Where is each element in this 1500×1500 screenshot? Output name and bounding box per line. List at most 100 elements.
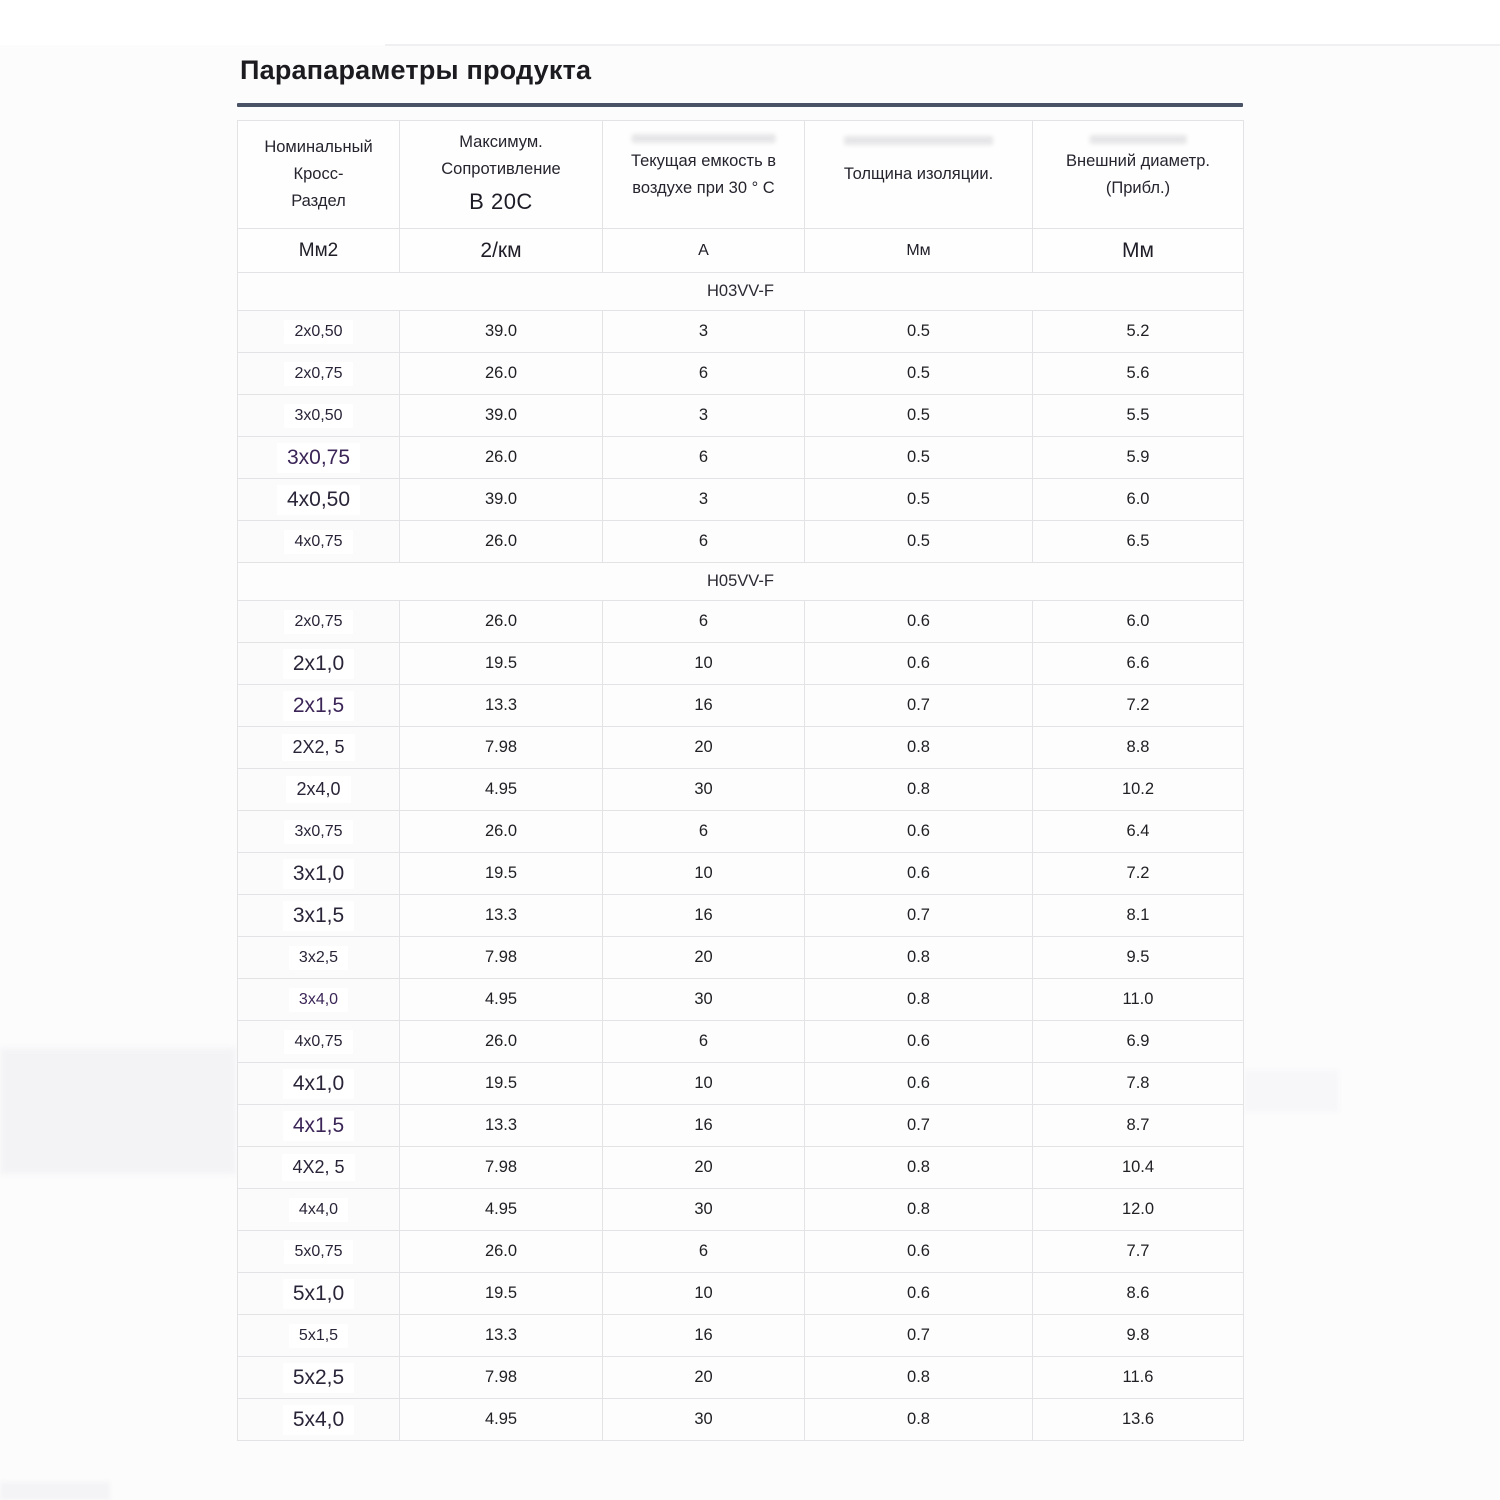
table-row: 2x0,75 26.0 6 0.5 5.6 (237, 352, 1244, 396)
diameter-cell: 6.5 (1032, 520, 1244, 564)
capacity-cell: 6 (602, 352, 805, 396)
resistance-cell: 19.5 (399, 1062, 603, 1106)
cross-section-label: 3x1,0 (282, 858, 355, 889)
capacity-cell: 6 (602, 600, 805, 644)
diameter-cell: 12.0 (1032, 1188, 1244, 1232)
cross-section-cell: 4x4,0 (237, 1188, 400, 1232)
cross-section-cell: 4x0,75 (237, 1020, 400, 1064)
cross-section-cell: 4x0,50 (237, 478, 400, 522)
table-row: 4x0,75 26.0 6 0.6 6.9 (237, 1020, 1244, 1064)
diameter-cell: 13.6 (1032, 1398, 1244, 1442)
diameter-cell: 6.0 (1032, 600, 1244, 644)
table-row: 2x4,0 4.95 30 0.8 10.2 (237, 768, 1244, 812)
capacity-cell: 6 (602, 1020, 805, 1064)
cross-section-label: 5x1,0 (282, 1278, 355, 1309)
insulation-cell: 0.7 (804, 684, 1033, 728)
resistance-cell: 7.98 (399, 1356, 603, 1400)
product-parameters-section: Парапараметры продукта Номинальный Кросс… (237, 45, 1244, 1442)
table-row: 3x2,5 7.98 20 0.8 9.5 (237, 936, 1244, 980)
table-row: 4x0,75 26.0 6 0.5 6.5 (237, 520, 1244, 564)
cross-section-label: 4x1,0 (282, 1068, 355, 1099)
section-name: H05VV-F (237, 562, 1244, 602)
diameter-cell: 7.7 (1032, 1230, 1244, 1274)
capacity-cell: 20 (602, 1146, 805, 1190)
insulation-cell: 0.6 (804, 600, 1033, 644)
diameter-cell: 7.2 (1032, 852, 1244, 896)
table-row: 4x1,0 19.5 10 0.6 7.8 (237, 1062, 1244, 1106)
cross-section-cell: 2x0,75 (237, 600, 400, 644)
section-header-row: H05VV-F (237, 562, 1244, 602)
resistance-cell: 4.95 (399, 1188, 603, 1232)
insulation-cell: 0.5 (804, 310, 1033, 354)
ghost-text-artifact (631, 134, 776, 143)
resistance-cell: 19.5 (399, 852, 603, 896)
cross-section-cell: 4x1,0 (237, 1062, 400, 1106)
insulation-cell: 0.8 (804, 726, 1033, 770)
table-row: 3x1,0 19.5 10 0.6 7.2 (237, 852, 1244, 896)
diameter-cell: 7.2 (1032, 684, 1244, 728)
cross-section-cell: 2X2, 5 (237, 726, 400, 770)
cross-section-label: 5x2,5 (282, 1362, 355, 1393)
section-header-row: H03VV-F (237, 272, 1244, 312)
capacity-cell: 30 (602, 978, 805, 1022)
diameter-cell: 8.6 (1032, 1272, 1244, 1316)
table-row: 2x0,50 39.0 3 0.5 5.2 (237, 310, 1244, 354)
diameter-cell: 8.7 (1032, 1104, 1244, 1148)
resistance-cell: 4.95 (399, 1398, 603, 1442)
product-parameters-table: Номинальный Кросс- Раздел Максимум. Сопр… (237, 119, 1244, 1442)
capacity-cell: 30 (602, 768, 805, 812)
capacity-cell: 16 (602, 684, 805, 728)
table-row: 3x4,0 4.95 30 0.8 11.0 (237, 978, 1244, 1022)
capacity-cell: 3 (602, 310, 805, 354)
scan-artifact (0, 1048, 236, 1174)
scan-artifact (1244, 1070, 1339, 1112)
cross-section-label: 4x4,0 (288, 1197, 349, 1222)
insulation-cell: 0.7 (804, 1314, 1033, 1358)
capacity-cell: 6 (602, 436, 805, 480)
resistance-cell: 13.3 (399, 684, 603, 728)
resistance-cell: 39.0 (399, 478, 603, 522)
diameter-cell: 8.8 (1032, 726, 1244, 770)
capacity-cell: 3 (602, 394, 805, 438)
header-line: Максимум. (459, 133, 543, 151)
header-row: Номинальный Кросс- Раздел Максимум. Сопр… (237, 119, 1244, 230)
table-row: 5x0,75 26.0 6 0.6 7.7 (237, 1230, 1244, 1274)
insulation-cell: 0.7 (804, 894, 1033, 938)
diameter-cell: 5.5 (1032, 394, 1244, 438)
table-row: 4x0,50 39.0 3 0.5 6.0 (237, 478, 1244, 522)
cross-section-label: 2x1,5 (282, 690, 355, 721)
insulation-cell: 0.5 (804, 352, 1033, 396)
header-current-capacity: Текущая емкость в воздухе при 30 ° С (602, 119, 805, 230)
cross-section-label: 4x0,75 (284, 529, 353, 554)
cross-section-label: 5x4,0 (282, 1404, 355, 1435)
resistance-cell: 7.98 (399, 726, 603, 770)
header-line: Кросс- (293, 165, 344, 184)
cross-section-label: 3x1,5 (282, 900, 355, 931)
capacity-cell: 16 (602, 1104, 805, 1148)
header-line: Внешний диаметр. (1066, 151, 1210, 170)
cross-section-label: 4x1,5 (282, 1110, 355, 1141)
capacity-cell: 6 (602, 520, 805, 564)
resistance-cell: 4.95 (399, 978, 603, 1022)
cross-section-cell: 3x2,5 (237, 936, 400, 980)
header-line: (Прибл.) (1105, 178, 1171, 197)
cross-section-cell: 2x0,50 (237, 310, 400, 354)
capacity-cell: 6 (602, 1230, 805, 1274)
section-name: H03VV-F (237, 272, 1244, 312)
table-row: 3x0,50 39.0 3 0.5 5.5 (237, 394, 1244, 438)
insulation-cell: 0.6 (804, 852, 1033, 896)
header-line: Номинальный (264, 138, 373, 157)
insulation-cell: 0.5 (804, 394, 1033, 438)
cross-section-cell: 3x4,0 (237, 978, 400, 1022)
insulation-cell: 0.8 (804, 1146, 1033, 1190)
cross-section-cell: 4x0,75 (237, 520, 400, 564)
diameter-cell: 8.1 (1032, 894, 1244, 938)
scan-artifact (385, 44, 1500, 46)
capacity-cell: 10 (602, 642, 805, 686)
cross-section-cell: 5x2,5 (237, 1356, 400, 1400)
capacity-cell: 16 (602, 1314, 805, 1358)
unit-mm: Мм (1032, 228, 1244, 274)
cross-section-cell: 5x1,0 (237, 1272, 400, 1316)
cross-section-cell: 3x0,50 (237, 394, 400, 438)
capacity-cell: 20 (602, 936, 805, 980)
